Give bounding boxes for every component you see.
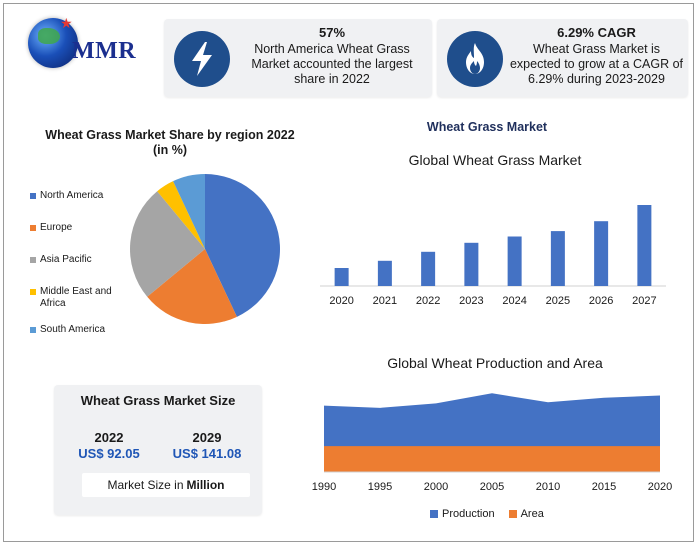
legend-swatch-area bbox=[508, 510, 517, 518]
bar-2025 bbox=[550, 231, 565, 286]
area-x-tick-1990: 1990 bbox=[312, 481, 336, 493]
bar-x-tick-2026: 2026 bbox=[589, 295, 613, 307]
bar-x-tick-2021: 2021 bbox=[373, 295, 397, 307]
pie-slice-europe bbox=[147, 249, 237, 324]
legend-item-production: Production bbox=[430, 508, 495, 520]
bar-x-tick-2020: 2020 bbox=[329, 295, 353, 307]
area-x-tick-2020: 2020 bbox=[648, 481, 672, 493]
stat-card-cagr: 6.29% CAGR Wheat Grass Market is expecte… bbox=[437, 19, 688, 97]
legend-label-middle-east-and-africa: Middle East and Africa bbox=[40, 286, 112, 309]
pie-chart-title: Wheat Grass Market Share by region 2022 … bbox=[20, 128, 320, 158]
legend-label-europe: Europe bbox=[40, 222, 73, 233]
stat-text-share: 57% North America Wheat Grass Market acc… bbox=[236, 25, 428, 87]
legend-item-area: Area bbox=[508, 508, 544, 520]
legend-item-north-america: North America bbox=[30, 190, 126, 202]
legend-swatch-asia-pacific bbox=[30, 257, 36, 263]
legend-swatch-middle-east-and-africa bbox=[30, 289, 36, 295]
legend-item-middle-east-and-africa: Middle East and Africa bbox=[30, 286, 126, 310]
bar-2026 bbox=[594, 221, 609, 286]
pie-slice-south-america bbox=[173, 174, 205, 249]
pie-title-text: Wheat Grass Market Share by region 2022 bbox=[45, 128, 295, 142]
unit-note-unit: Million bbox=[186, 478, 225, 492]
market-size-year-2029: 2029 bbox=[192, 430, 222, 445]
market-size-unit-note: Market Size in Million bbox=[82, 473, 250, 497]
area-x-tick-2010: 2010 bbox=[536, 481, 560, 493]
infographic-frame bbox=[3, 3, 694, 542]
legend-swatch-production bbox=[430, 510, 438, 518]
bar-2021 bbox=[377, 260, 392, 286]
legend-item-asia-pacific: Asia Pacific bbox=[30, 254, 126, 266]
unit-note-prefix: Market Size in bbox=[107, 478, 184, 492]
flame-glyph bbox=[466, 43, 484, 74]
legend-item-south-america: South America bbox=[30, 324, 126, 336]
bar-chart: 2020 2021 2022 2023 2024 2025 2026 2027 bbox=[320, 205, 666, 307]
pie-slice-middle-east-and-africa bbox=[157, 181, 205, 249]
lightning-icon bbox=[174, 31, 230, 87]
area-x-tick-2015: 2015 bbox=[592, 481, 616, 493]
market-size-2022: 2022 US$ 92.05 bbox=[64, 430, 154, 461]
bar-2022 bbox=[421, 251, 436, 286]
pie-chart bbox=[130, 174, 280, 324]
stat-value-share: 57% bbox=[318, 25, 346, 40]
area-x-tick-1995: 1995 bbox=[368, 481, 392, 493]
pie-subtitle-text: (in %) bbox=[152, 143, 188, 157]
legend-label-production: Production bbox=[442, 508, 495, 520]
legend-swatch-north-america bbox=[30, 193, 36, 199]
bar-chart-title: Global Wheat Grass Market bbox=[408, 152, 582, 168]
legend-label-north-america: North America bbox=[40, 190, 104, 201]
bar-2023 bbox=[464, 242, 479, 286]
legend-label-area: Area bbox=[520, 508, 544, 520]
lightning-glyph bbox=[192, 42, 212, 76]
market-size-year-2022: 2022 bbox=[94, 430, 124, 445]
legend-swatch-europe bbox=[30, 225, 36, 231]
stat-desc-share: North America Wheat Grass Market account… bbox=[251, 42, 413, 86]
bar-2020 bbox=[334, 268, 349, 286]
area-series-area bbox=[324, 446, 660, 472]
area-x-tick-2000: 2000 bbox=[424, 481, 448, 493]
area-chart: 1990 1995 2000 2005 2010 2015 2020 bbox=[312, 393, 672, 493]
market-size-value-2022: US$ 92.05 bbox=[78, 446, 140, 461]
area-chart-title: Global Wheat Production and Area bbox=[387, 355, 603, 371]
pie-slice-asia-pacific bbox=[130, 191, 205, 297]
bar-x-tick-2027: 2027 bbox=[632, 295, 656, 307]
market-section-header: Wheat Grass Market bbox=[426, 120, 548, 134]
bar-x-tick-2025: 2025 bbox=[546, 295, 570, 307]
star-icon: ★ bbox=[60, 16, 73, 32]
market-size-title: Wheat Grass Market Size bbox=[80, 393, 236, 408]
area-x-tick-2005: 2005 bbox=[480, 481, 504, 493]
brand-name: MMR bbox=[72, 38, 137, 64]
legend-label-asia-pacific: Asia Pacific bbox=[40, 254, 92, 265]
globe-land-icon bbox=[38, 28, 60, 44]
pie-slice-north-america bbox=[205, 174, 280, 317]
area-chart-legend: Production Area bbox=[430, 508, 544, 520]
stat-value-cagr: 6.29% CAGR bbox=[557, 25, 636, 40]
stat-text-cagr: 6.29% CAGR Wheat Grass Market is expecte… bbox=[509, 25, 684, 87]
bar-x-tick-2023: 2023 bbox=[459, 295, 483, 307]
bar-x-tick-2024: 2024 bbox=[502, 295, 526, 307]
legend-label-south-america: South America bbox=[40, 324, 106, 335]
bar-x-tick-2022: 2022 bbox=[416, 295, 440, 307]
stat-desc-cagr: Wheat Grass Market is expected to grow a… bbox=[509, 42, 683, 86]
mmr-logo: ★ MMR bbox=[22, 16, 152, 76]
market-size-2029: 2029 US$ 141.08 bbox=[162, 430, 252, 461]
bar-2027 bbox=[637, 205, 652, 286]
flame-icon bbox=[447, 31, 503, 87]
legend-swatch-south-america bbox=[30, 327, 36, 333]
stat-card-share: 57% North America Wheat Grass Market acc… bbox=[164, 19, 432, 97]
market-size-value-2029: US$ 141.08 bbox=[172, 446, 242, 461]
legend-item-europe: Europe bbox=[30, 222, 126, 234]
bar-2024 bbox=[507, 236, 522, 286]
market-size-card: Wheat Grass Market Size 2022 US$ 92.05 2… bbox=[54, 385, 262, 515]
